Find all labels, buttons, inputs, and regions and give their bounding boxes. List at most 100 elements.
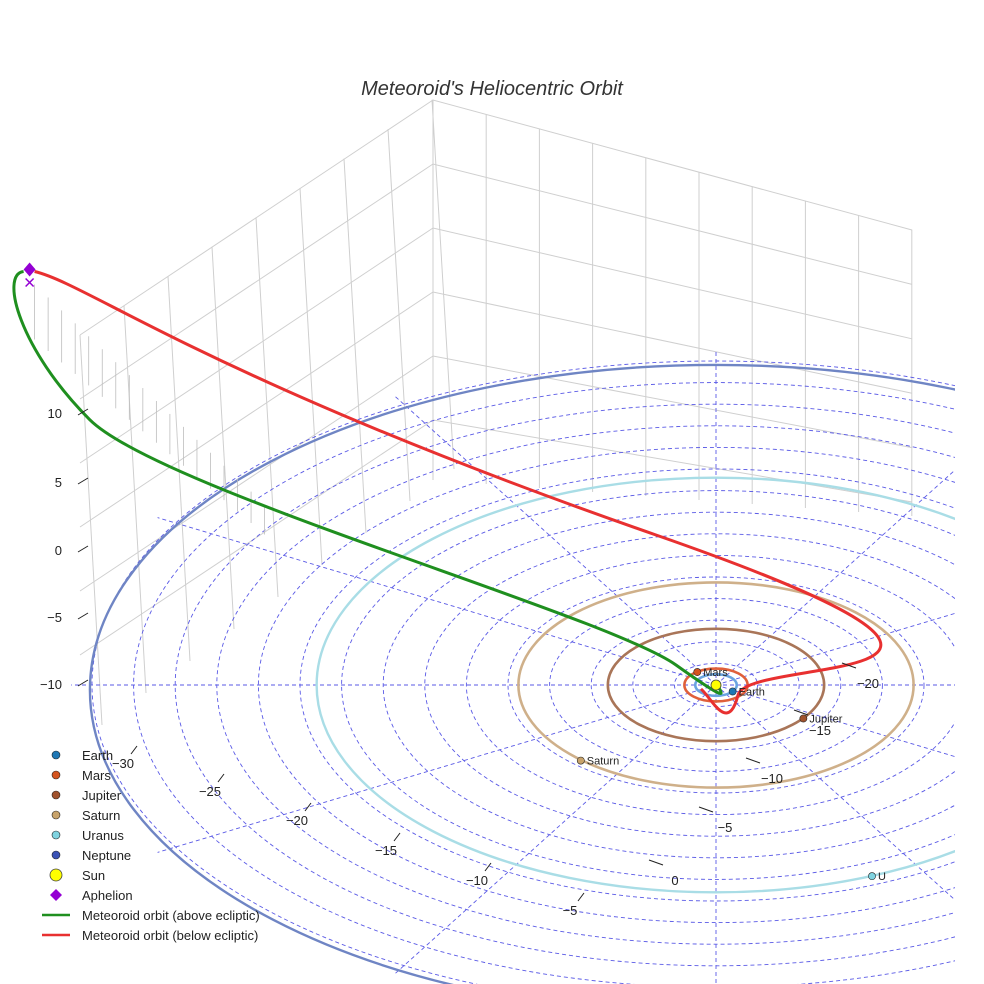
legend-label: Meteoroid orbit (above ecliptic) (82, 908, 260, 923)
x-tick-label: −20 (286, 813, 308, 828)
wall-gridline (431, 99, 455, 470)
planet-label-saturn: Saturn (587, 756, 619, 768)
meteoroid-orbit (12, 270, 883, 715)
legend-marker (51, 810, 61, 820)
legend-label: Earth (82, 748, 113, 763)
legend-marker (49, 868, 63, 882)
axis-box-grid (79, 99, 913, 726)
z-tick-label: −10 (40, 677, 62, 692)
legend-marker (51, 750, 61, 760)
planet-label-jupiter: Jupiter (809, 713, 842, 725)
legend-label: Neptune (82, 848, 131, 863)
polar-spoke (393, 684, 717, 976)
legend-item[interactable]: Earth (51, 748, 113, 763)
y-tick-mark (698, 806, 714, 813)
legend-item[interactable]: Aphelion (50, 888, 133, 903)
orbit-earth (693, 672, 739, 698)
orbit-jupiter (606, 627, 826, 743)
polar-spoke (715, 612, 955, 686)
polar-spoke (715, 684, 955, 901)
x-tick-label: −10 (466, 873, 488, 888)
meteoroid-orbit-above (12, 270, 723, 695)
legend[interactable]: Earth Mars Jupiter Saturn Uranus Neptune Sun Ap… (42, 748, 260, 943)
polar-ring (466, 554, 955, 816)
sun-marker (710, 679, 722, 691)
polar-spoke (157, 517, 717, 686)
chart-title: Meteoroid's Heliocentric Orbit (361, 78, 624, 100)
x-tick-mark (304, 802, 312, 812)
planet-mars (693, 668, 702, 676)
planet-earth (728, 687, 737, 696)
legend-item[interactable]: Neptune (51, 848, 131, 863)
planet-label-mars: Mars (703, 667, 728, 679)
planet-label-earth: Earth (739, 686, 765, 698)
x-tick-label: −5 (563, 903, 578, 918)
legend-label: Aphelion (82, 888, 133, 903)
x-tick-mark (393, 832, 401, 842)
z-tick-label: −5 (47, 610, 62, 625)
legend-label: Sun (82, 868, 105, 883)
orbit-saturn (517, 581, 915, 789)
legend-marker (51, 790, 61, 800)
axis-ticks: 10 5 0 −5 −10 −30 −25 −20 −15 −10 −5 0 −5 −10 −15 −20 (40, 406, 879, 918)
planet-jupiter (799, 714, 808, 723)
polar-spoke (715, 469, 955, 686)
planet-orbits (88, 363, 955, 984)
planet-saturn (576, 756, 585, 765)
y-tick-label: −20 (857, 676, 879, 691)
legend-label: Saturn (82, 808, 120, 823)
z-tick-mark (77, 679, 89, 687)
z-tick-mark (77, 408, 89, 416)
wall-gridline (255, 217, 279, 598)
polar-ring (341, 490, 955, 880)
legend-item[interactable]: Meteoroid orbit (below ecliptic) (42, 928, 258, 943)
y-tick-label: −10 (761, 771, 783, 786)
legend-marker (51, 850, 61, 860)
wall-gridline (167, 276, 191, 662)
planet-markers: Earth Mars Jupiter Saturn U (23, 262, 886, 883)
y-tick-mark (841, 662, 857, 669)
aphelion-projection-marker (25, 277, 35, 288)
y-tick-label: 0 (671, 873, 678, 888)
planet-uranus (868, 872, 876, 881)
legend-label: Uranus (82, 828, 124, 843)
legend-label: Jupiter (82, 788, 122, 803)
wall-gridline (299, 187, 323, 566)
legend-item[interactable]: Mars (51, 768, 111, 783)
x-tick-mark (577, 892, 585, 902)
legend-marker (50, 889, 62, 901)
x-tick-mark (217, 773, 225, 783)
wall-gridline (79, 291, 913, 528)
legend-item[interactable]: Saturn (51, 808, 120, 823)
aphelion-marker (23, 262, 36, 277)
x-tick-mark (484, 862, 492, 872)
wall-gridline (79, 99, 913, 336)
polar-spoke (157, 684, 717, 853)
legend-item[interactable]: Meteoroid orbit (above ecliptic) (42, 908, 260, 923)
x-tick-label: −30 (112, 756, 134, 771)
y-tick-label: −15 (809, 723, 831, 738)
orbit-neptune (88, 363, 955, 984)
legend-item[interactable]: Sun (49, 868, 105, 883)
wall-gridline (79, 163, 913, 400)
planet-label-uranus: U (878, 871, 886, 883)
wall-gridline (79, 334, 103, 726)
z-tick-label: 10 (48, 406, 62, 421)
wall-gridline (211, 246, 235, 630)
legend-marker (51, 830, 61, 840)
legend-label: Mars (82, 768, 111, 783)
z-tick-mark (77, 477, 89, 485)
z-tick-mark (77, 612, 89, 620)
x-tick-label: −15 (375, 843, 397, 858)
legend-marker (51, 770, 61, 780)
orbit-drop-lines (34, 284, 266, 535)
legend-item[interactable]: Uranus (51, 828, 124, 843)
z-tick-label: 5 (55, 475, 62, 490)
orbit-uranus (315, 476, 955, 894)
legend-label: Meteoroid orbit (below ecliptic) (82, 928, 258, 943)
wall-gridline (79, 355, 913, 592)
polar-ring (91, 360, 955, 984)
meteoroid-orbit-below (34, 270, 883, 715)
legend-item[interactable]: Jupiter (51, 788, 122, 803)
